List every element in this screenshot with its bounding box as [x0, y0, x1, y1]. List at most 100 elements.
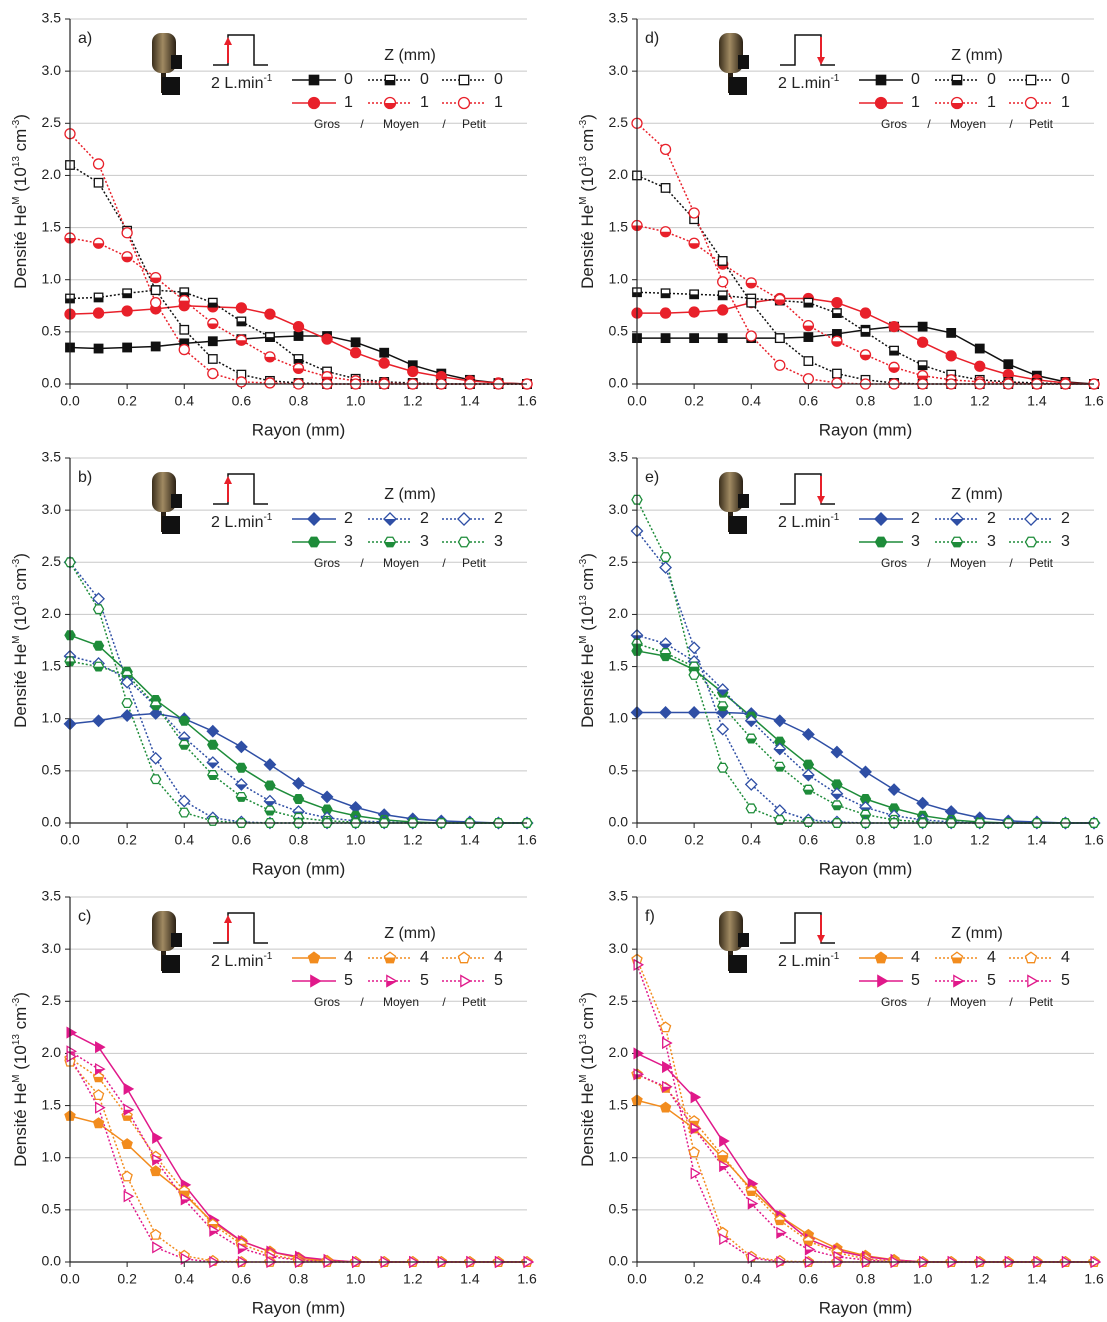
marker-half [235, 784, 247, 790]
x-tick-label: 1.0 [913, 1271, 933, 1287]
data-point [264, 377, 276, 389]
marker-shape [235, 762, 248, 773]
marker-half [93, 1076, 104, 1082]
data-point [180, 1252, 192, 1265]
marker-shape [150, 285, 161, 296]
legend-swatch-marker [307, 536, 321, 548]
marker-edge [206, 756, 220, 769]
y-axis-title-part: 13 [578, 595, 589, 607]
x-axis-title: Rayon (mm) [252, 859, 346, 878]
marker-shape [974, 343, 985, 354]
y-tick-label: 2.0 [42, 1044, 62, 1060]
data-point [802, 784, 815, 795]
marker-edge [774, 1214, 786, 1226]
flow-label: 2 L.min-1 [211, 73, 273, 92]
data-point [123, 1082, 135, 1095]
legend-label: 5 [344, 972, 353, 989]
marker-shape [633, 958, 645, 971]
y-axis-title-part: -3 [578, 558, 589, 567]
marker-shape [349, 347, 362, 359]
marker-edge [264, 351, 276, 363]
marker-edge [122, 288, 133, 299]
y-tick-label: 3.5 [42, 449, 62, 465]
data-point [206, 724, 220, 738]
data-point [832, 308, 842, 318]
legend-separator: / [360, 117, 364, 131]
marker-shape [717, 256, 728, 266]
marker-shape [150, 341, 161, 352]
flow-label: 2 L.min-1 [778, 512, 840, 531]
y-tick-label: 2.5 [609, 114, 629, 130]
series-line [69, 1061, 527, 1263]
legend-label: 2 [494, 510, 503, 527]
y-axis-title-part: -3 [11, 997, 22, 1006]
legend-swatch-marker [458, 74, 470, 86]
data-point [93, 343, 104, 354]
marker-edge [747, 1197, 759, 1210]
legend-column-label: Moyen [950, 995, 986, 1009]
panel-label: a) [78, 30, 92, 47]
y-axis-title-part: M [11, 1074, 22, 1082]
data-point [831, 800, 843, 811]
data-point [659, 307, 672, 319]
legend-swatch-marker [874, 951, 888, 964]
data-point [66, 1050, 78, 1063]
data-point [92, 592, 105, 606]
marker-edge [716, 683, 730, 696]
flow-label: 2 L.min-1 [211, 512, 273, 531]
marker-edge [207, 297, 218, 308]
data-point [121, 1170, 133, 1182]
x-tick-label: 1.4 [1027, 393, 1047, 409]
y-tick-label: 2.5 [42, 992, 62, 1008]
marker-edge [92, 661, 105, 672]
marker-shape [206, 724, 220, 738]
marker-shape [716, 762, 729, 773]
flow-label-part: 2 L.min [778, 75, 830, 92]
data-point [688, 306, 700, 318]
marker-edge [776, 1226, 787, 1239]
data-point [659, 226, 672, 238]
data-point [690, 1122, 702, 1135]
legend-label: 1 [494, 94, 503, 111]
marker-shape [830, 745, 844, 759]
x-tick-label: 1.0 [346, 1271, 366, 1287]
data-point [178, 807, 191, 818]
y-axis-title-part: Densité He [578, 1083, 597, 1167]
flow-arrowhead [224, 37, 232, 45]
legend-label: 4 [344, 949, 353, 966]
data-point [773, 714, 787, 728]
x-tick-label: 0.4 [175, 1271, 195, 1287]
marker-edge [92, 1071, 105, 1083]
legend-column-label: Moyen [383, 556, 419, 570]
legend-label: 3 [344, 533, 353, 550]
marker-shape [716, 722, 730, 736]
marker-edge [745, 733, 758, 744]
legend-label: 5 [494, 972, 503, 989]
marker-shape [235, 302, 248, 314]
legend-title: Z (mm) [951, 47, 1003, 64]
y-axis-title-part: -3 [11, 119, 22, 128]
legend-swatch-marker [950, 96, 964, 110]
flow-label-part: -1 [263, 73, 272, 84]
marker-shape [888, 320, 900, 333]
legend-column-label: Petit [1029, 556, 1054, 570]
data-point [407, 365, 419, 378]
device-body [152, 911, 176, 951]
marker-edge [236, 316, 247, 327]
marker-half [122, 1115, 132, 1121]
data-point [688, 237, 700, 249]
panel-label: c) [78, 908, 91, 925]
marker-shape [747, 1251, 759, 1264]
data-point [831, 377, 843, 389]
marker-shape [773, 804, 787, 817]
marker-shape [874, 536, 888, 548]
marker-shape [746, 297, 757, 308]
legend-label: 1 [987, 94, 996, 111]
y-axis-title: Densité HeM (1013 cm-3) [11, 114, 30, 289]
marker-edge [717, 290, 728, 301]
data-point [745, 330, 757, 342]
marker-shape [121, 305, 133, 317]
marker-edge [659, 648, 672, 658]
flow-arrowhead [817, 57, 825, 65]
marker-half [385, 79, 395, 85]
